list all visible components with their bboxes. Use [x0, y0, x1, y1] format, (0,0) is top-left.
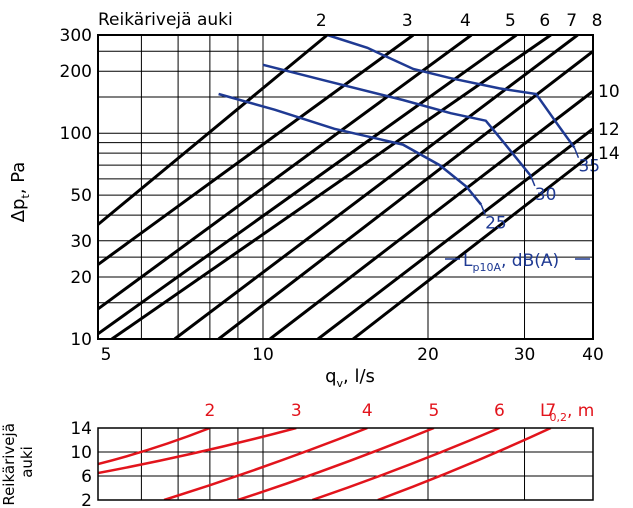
opening-label-12: 12: [598, 120, 620, 140]
sound-leader: [530, 175, 536, 187]
throw-lines: [98, 428, 552, 500]
sound-legend: Lp10A, dB(A): [463, 251, 559, 274]
sound-curve-30: [262, 63, 532, 177]
opening-line-12: [317, 127, 593, 339]
throw-label-3: 3: [291, 401, 302, 421]
opening-label-2: 2: [316, 11, 327, 31]
x-axis-label: qv, l/s: [325, 366, 375, 390]
opening-line-8: [217, 50, 593, 339]
y-tick-label: 200: [60, 62, 92, 82]
lower-tick-labels: 14 10 6 2 2 3 4 5 6 7: [70, 401, 556, 508]
sound-curve-25: [218, 92, 483, 206]
sound-label-30: 30: [535, 185, 557, 205]
sound-legend-label: Lp10A, dB(A): [463, 251, 559, 274]
main-plot-frame: [97, 34, 594, 340]
y-tick-label: 20: [70, 268, 92, 288]
throw-label-7: 7: [545, 401, 556, 421]
main-tick-labels: 2 3 4 5 6 7 8 10 12 14 10 20 30 50 100 200 300 5 10 20 30 40: [60, 11, 620, 365]
throw-line-3: [98, 428, 297, 475]
opening-label-10: 10: [598, 82, 620, 102]
y-axis-label: Δpt, Pa: [8, 162, 32, 223]
sound-curves: 35 30 25: [218, 33, 600, 260]
lower-plot-frame: [97, 427, 594, 501]
x-tick-label: 5: [101, 345, 112, 365]
sound-label-25: 25: [485, 214, 507, 234]
opening-label-6: 6: [539, 11, 550, 31]
lower-y-tick-label: 2: [81, 491, 92, 508]
throw-line-6: [311, 428, 500, 500]
sound-leader: [480, 204, 486, 215]
opening-label-3: 3: [402, 11, 413, 31]
opening-label-4: 4: [460, 11, 471, 31]
lower-y-tick-label: 14: [70, 419, 92, 439]
opening-line-14: [352, 151, 593, 339]
x-tick-label: 20: [417, 345, 439, 365]
opening-lines: [98, 35, 593, 339]
sound-curve-35: [326, 33, 576, 149]
y-tick-label: 300: [60, 26, 92, 46]
throw-label-6: 6: [494, 401, 505, 421]
opening-line-2: [98, 35, 329, 226]
opening-line-5: [98, 35, 518, 336]
lower-y-axis-label: Reikärivejä auki: [0, 418, 36, 505]
x-tick-label: 40: [582, 345, 604, 365]
lower-y-tick-label: 6: [81, 467, 92, 487]
x-tick-label: 10: [252, 345, 274, 365]
throw-line-7: [377, 428, 552, 500]
x-tick-label: 30: [514, 345, 536, 365]
sound-label-35: 35: [578, 157, 600, 177]
lower-y-tick-label: 10: [70, 443, 92, 463]
throw-label-2: 2: [204, 401, 215, 421]
opening-label-5: 5: [505, 11, 516, 31]
sound-leader: [573, 147, 580, 158]
opening-line-10: [269, 89, 593, 339]
throw-title: L0,2, m: [540, 401, 594, 424]
y-tick-label: 10: [70, 330, 92, 350]
y-tick-label: 100: [60, 124, 92, 144]
opening-label-7: 7: [566, 11, 577, 31]
top-label: Reikärivejä auki: [98, 10, 233, 30]
throw-label-4: 4: [362, 401, 373, 421]
opening-line-3: [98, 35, 415, 266]
opening-label-14: 14: [598, 144, 620, 164]
throw-line-4: [163, 428, 368, 500]
y-tick-label: 30: [70, 232, 92, 252]
throw-line-2: [98, 428, 211, 466]
y-tick-label: 50: [70, 186, 92, 206]
throw-line-5: [237, 428, 435, 500]
throw-label-5: 5: [428, 401, 439, 421]
opening-line-4: [98, 35, 473, 311]
opening-line-6: [111, 35, 552, 339]
opening-label-8: 8: [592, 11, 603, 31]
opening-line-7: [173, 35, 579, 339]
